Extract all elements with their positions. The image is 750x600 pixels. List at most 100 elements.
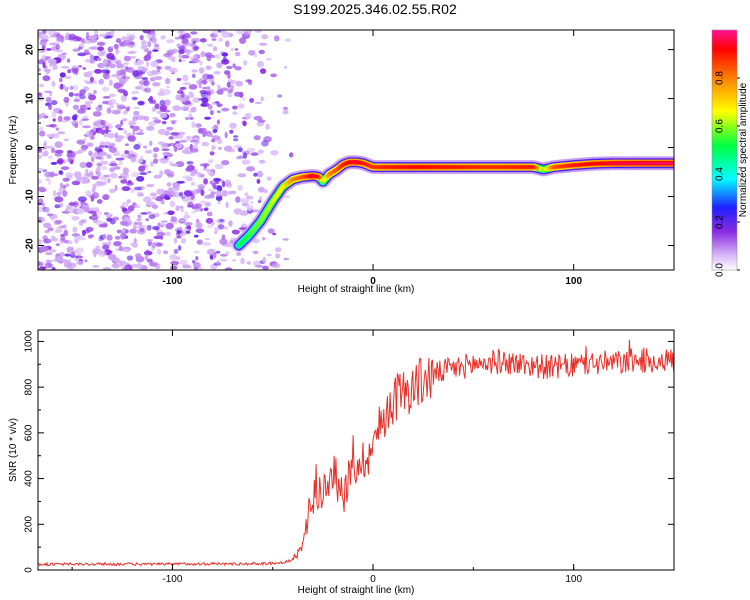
noise-blob <box>79 89 86 95</box>
noise-blob <box>112 216 120 221</box>
noise-blob <box>76 260 84 265</box>
noise-blob <box>61 52 68 55</box>
noise-blob <box>64 75 72 79</box>
noise-blob <box>141 40 147 45</box>
noise-blob <box>38 149 43 153</box>
noise-blob <box>51 111 57 118</box>
noise-blob <box>98 78 105 85</box>
noise-blob <box>120 68 129 72</box>
noise-blob <box>39 40 47 46</box>
noise-blob <box>149 140 153 147</box>
noise-blob <box>277 94 283 98</box>
noise-blob <box>123 217 131 222</box>
noise-blob <box>148 50 152 55</box>
noise-blob <box>155 242 163 247</box>
noise-blob <box>160 35 166 40</box>
noise-blob <box>38 261 43 267</box>
noise-blob <box>191 137 201 141</box>
noise-blob <box>99 120 107 125</box>
noise-blob <box>218 146 222 150</box>
noise-blob <box>184 104 190 109</box>
noise-blob <box>191 140 201 144</box>
noise-blob <box>105 213 113 218</box>
noise-blob <box>209 151 215 156</box>
noise-blob <box>153 153 158 159</box>
noise-blob <box>190 106 197 113</box>
noise-blob <box>109 167 115 173</box>
noise-blob <box>122 72 126 78</box>
noise-blob <box>262 237 266 241</box>
noise-blob <box>262 256 267 264</box>
noise-blob <box>110 143 116 147</box>
noise-blob <box>97 250 107 257</box>
noise-blob <box>153 235 162 240</box>
noise-blob <box>229 47 235 52</box>
noise-blob <box>221 31 230 38</box>
trace-peak <box>318 176 322 180</box>
noise-blob <box>39 83 45 88</box>
noise-blob <box>120 119 124 126</box>
noise-blob <box>153 158 159 164</box>
noise-blob <box>124 150 130 155</box>
noise-blob <box>111 263 120 269</box>
noise-blob <box>137 66 145 70</box>
noise-blob <box>77 108 86 114</box>
noise-blob <box>132 70 140 77</box>
noise-blob <box>102 174 111 178</box>
noise-blob <box>265 57 272 61</box>
y-tick-label: 10 <box>25 93 36 105</box>
noise-blob <box>109 163 118 167</box>
noise-blob <box>221 160 230 166</box>
noise-blob <box>55 243 60 247</box>
y-tick-label: 200 <box>24 516 35 533</box>
noise-blob <box>117 59 122 67</box>
noise-blob <box>210 110 214 116</box>
noise-blob <box>83 71 93 78</box>
noise-blob <box>117 104 126 110</box>
noise-blob <box>83 137 87 142</box>
noise-blob <box>92 111 102 117</box>
noise-blob <box>191 210 196 214</box>
noise-blob <box>94 68 102 74</box>
noise-blob <box>50 147 56 154</box>
noise-blob <box>222 226 229 230</box>
noise-blob <box>192 259 196 264</box>
noise-blob <box>133 144 141 150</box>
noise-blob <box>131 90 140 95</box>
y-tick-label: 400 <box>24 470 35 487</box>
noise-blob <box>102 244 110 250</box>
noise-blob <box>73 171 82 179</box>
noise-blob <box>85 173 91 177</box>
noise-blob <box>288 152 294 158</box>
noise-blob <box>95 156 103 160</box>
noise-blob <box>258 159 266 164</box>
noise-blob <box>151 204 159 210</box>
noise-blob <box>218 37 223 42</box>
noise-blob <box>283 257 290 261</box>
noise-blob <box>199 38 207 43</box>
noise-blob <box>176 180 185 184</box>
noise-blob <box>54 141 63 149</box>
noise-blob <box>103 141 111 146</box>
noise-blob <box>47 58 57 65</box>
noise-blob <box>49 42 58 46</box>
noise-blob <box>43 140 47 147</box>
noise-blob <box>121 266 130 270</box>
noise-blob <box>59 182 64 189</box>
noise-blob <box>282 238 289 241</box>
noise-blob <box>186 225 192 230</box>
noise-blob <box>102 233 107 239</box>
noise-blob <box>45 262 53 269</box>
noise-blob <box>143 145 148 149</box>
noise-blob <box>159 99 166 107</box>
noise-blob <box>230 80 237 84</box>
noise-blob <box>113 82 122 89</box>
noise-blob <box>161 120 167 125</box>
noise-blob <box>207 43 214 47</box>
noise-blob <box>137 216 142 222</box>
noise-blob <box>38 187 48 192</box>
noise-blob <box>178 218 187 223</box>
noise-blob <box>63 229 69 237</box>
noise-blob <box>85 130 94 138</box>
